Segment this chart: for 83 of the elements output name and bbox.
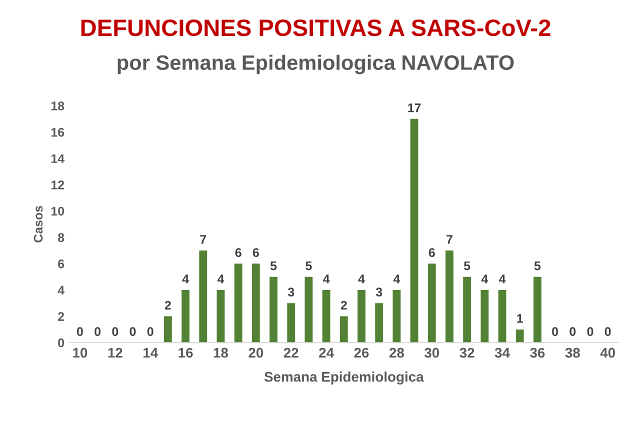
x-tick-label: 34: [494, 348, 510, 358]
data-label: 6: [428, 248, 435, 258]
bar: [463, 276, 472, 343]
y-tick-label: 6: [58, 259, 64, 268]
x-axis-title: Semana Epidemiologica: [264, 372, 424, 385]
bar: [182, 290, 190, 343]
chart-subtitle: por Semana Epidemiologica NAVOLATO: [118, 54, 514, 74]
data-label: 5: [534, 261, 541, 270]
data-label: 2: [340, 300, 347, 310]
y-tick-label: 4: [58, 286, 64, 295]
data-label: 0: [76, 327, 83, 336]
data-label: 0: [147, 327, 154, 336]
bar: [252, 264, 260, 343]
data-label: 6: [235, 248, 242, 258]
bar: [287, 303, 296, 343]
data-label: 0: [587, 327, 594, 336]
data-label: 6: [252, 248, 259, 258]
data-label: 0: [112, 327, 118, 336]
data-label: 4: [498, 274, 506, 284]
x-tick-label: 12: [108, 348, 122, 358]
y-tick-label: 8: [58, 233, 64, 242]
bar: [410, 118, 418, 343]
data-label: 17: [408, 104, 421, 112]
data-label: 5: [270, 261, 277, 270]
bar: [516, 329, 524, 343]
data-label: 0: [604, 327, 611, 336]
bar: [358, 290, 366, 343]
data-label: 2: [164, 300, 171, 310]
bar: [340, 316, 348, 343]
data-label: 4: [481, 274, 488, 284]
bar: [234, 264, 242, 343]
data-label: 4: [217, 274, 224, 284]
bar: [216, 290, 225, 343]
bar: [480, 290, 489, 343]
data-label: 7: [200, 235, 206, 244]
data-label: 1: [517, 314, 523, 323]
data-label: 4: [358, 274, 365, 284]
y-tick-label: 2: [58, 312, 64, 321]
bar: [375, 303, 384, 343]
bar: [164, 316, 172, 343]
y-tick-label: 18: [51, 102, 64, 110]
chart-title: DEFUNCIONES POSITIVAS A SARS-CoV-2: [81, 19, 550, 36]
data-label: 0: [570, 327, 576, 336]
x-tick-label: 28: [389, 348, 404, 358]
bar: [428, 264, 436, 343]
data-label: 4: [182, 274, 189, 284]
bar: [498, 290, 506, 343]
data-label: 0: [552, 327, 558, 336]
x-tick-label: 40: [600, 348, 615, 358]
y-tick-label: 16: [51, 128, 64, 137]
data-label: 3: [376, 288, 382, 297]
y-tick-label: 10: [51, 206, 64, 216]
x-tick-label: 32: [460, 348, 474, 358]
data-label: 7: [446, 235, 452, 244]
y-tick-label: 14: [51, 154, 64, 163]
x-tick-label: 26: [354, 348, 369, 358]
x-tick-label: 10: [73, 348, 88, 358]
x-tick-label: 38: [565, 348, 580, 358]
data-label: 4: [323, 274, 330, 284]
bar: [392, 290, 401, 343]
y-tick-label: 12: [51, 180, 64, 190]
data-label: 3: [288, 288, 294, 297]
data-label: 4: [393, 274, 400, 284]
x-tick-label: 16: [178, 348, 193, 358]
data-label: 0: [130, 327, 136, 336]
data-label: 5: [464, 261, 470, 270]
x-tick-label: 30: [424, 348, 440, 358]
x-tick-label: 18: [214, 348, 228, 358]
bar: [446, 250, 454, 343]
y-tick-label: 0: [58, 338, 64, 348]
bar: [270, 276, 278, 343]
x-tick-label: 36: [530, 348, 545, 358]
x-tick-label: 24: [319, 348, 334, 358]
bar: [304, 276, 313, 343]
data-label: 5: [306, 261, 312, 270]
bar: [322, 290, 330, 343]
x-tick-label: 14: [144, 348, 158, 358]
bar: [533, 276, 542, 343]
bar: [199, 250, 208, 343]
x-tick-label: 22: [284, 348, 298, 358]
x-tick-label: 20: [248, 348, 264, 358]
y-axis-title: Casos: [34, 206, 43, 242]
data-label: 0: [94, 327, 101, 336]
